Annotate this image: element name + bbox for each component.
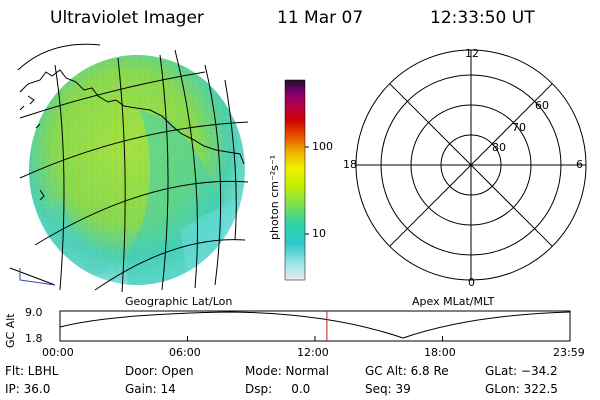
geographic-caption: Geographic Lat/Lon — [125, 295, 233, 308]
mlat-label-80: 80 — [492, 141, 506, 154]
mode-info: Mode: Normal — [245, 364, 329, 378]
geographic-grid — [9, 43, 249, 293]
time-label: 12:33:50 UT — [430, 8, 535, 28]
ip-info: IP: 36.0 — [5, 382, 51, 396]
mlat-label-60: 60 — [535, 99, 549, 112]
colorbar-unit-label: photon cm⁻²s⁻¹ — [268, 154, 281, 240]
polar-plot — [355, 49, 587, 281]
colorbar-tick-100: 100 — [312, 140, 333, 153]
flt-info: Flt: LBHL — [5, 364, 59, 378]
colorbar-tick-10: 10 — [312, 227, 326, 240]
timeline-ymax: 9.0 — [25, 306, 43, 319]
mlt-label-0: 0 — [468, 276, 475, 289]
timeline-tick-2359: 23:59 — [553, 346, 585, 359]
mlt-label-18: 18 — [343, 158, 357, 171]
mlt-label-12: 12 — [465, 47, 479, 60]
timeline-tick-1800: 18:00 — [424, 346, 456, 359]
uv-globe-image — [29, 55, 245, 285]
date-label: 11 Mar 07 — [277, 8, 364, 28]
glon-info: GLon: 322.5 — [485, 382, 558, 396]
timeline-ymin: 1.8 — [25, 332, 43, 345]
mlat-label-70: 70 — [512, 121, 526, 134]
instrument-title: Ultraviolet Imager — [50, 8, 204, 28]
timeline-plot — [59, 310, 571, 342]
timeline-tick-1200: 12:00 — [297, 346, 329, 359]
apex-caption: Apex MLat/MLT — [412, 295, 495, 308]
timeline-tick-0000: 00:00 — [42, 346, 74, 359]
gcalt-info: GC Alt: 6.8 Re — [365, 364, 449, 378]
blue-marker — [19, 268, 56, 286]
timeline-tick-0600: 06:00 — [169, 346, 201, 359]
colorbar — [284, 79, 306, 281]
coastline — [19, 69, 245, 201]
timeline-axis-label: GC Alt — [4, 313, 17, 348]
mlt-label-6: 6 — [576, 158, 583, 171]
gc-altitude-curve — [59, 311, 571, 339]
gain-info: Gain: 14 — [125, 382, 176, 396]
colorbar-ticks — [305, 146, 309, 235]
door-info: Door: Open — [125, 364, 194, 378]
glat-info: GLat: −34.2 — [485, 364, 558, 378]
dsp-info: Dsp: 0.0 — [245, 382, 311, 396]
seq-info: Seq: 39 — [365, 382, 411, 396]
